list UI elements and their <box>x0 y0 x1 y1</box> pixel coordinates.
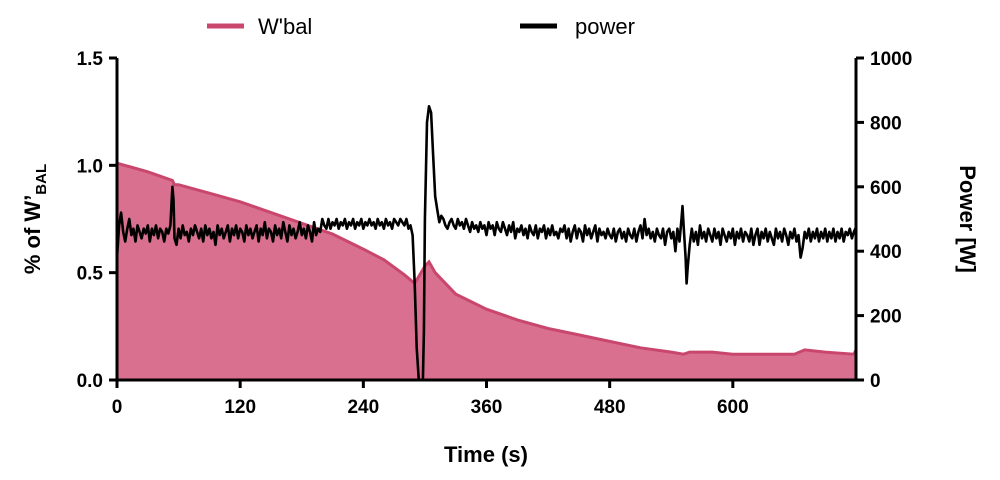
x-tick-label: 240 <box>347 397 379 418</box>
legend-label-wbal: W'bal <box>258 14 312 39</box>
x-tick-label: 0 <box>112 397 123 418</box>
y-left-tick-label: 0.5 <box>77 264 104 285</box>
x-tick-label: 480 <box>594 397 626 418</box>
wbal-line <box>116 161 858 356</box>
x-tick-label: 600 <box>717 397 749 418</box>
wbal-area <box>117 163 856 380</box>
left-axis-title: % of W’BAL <box>20 164 50 274</box>
left-axis-title-sub: BAL <box>33 164 50 195</box>
x-axis-title: Time (s) <box>444 442 528 467</box>
y-left-tick-label: 0.0 <box>77 371 103 392</box>
y-right-tick-label: 200 <box>870 307 902 328</box>
legend-label-power: power <box>575 14 635 39</box>
y-right-tick-label: 400 <box>870 242 902 263</box>
left-axis-title-main: % of W’ <box>20 195 45 274</box>
ticks: 0 120 240 360 480 600 0.0 0.5 1.0 1.5 0 200 400 600 80… <box>77 49 913 418</box>
x-tick-label: 120 <box>224 397 256 418</box>
right-axis-title: Power [W] <box>955 165 980 273</box>
legend: W'bal power <box>207 14 635 39</box>
y-right-tick-label: 800 <box>870 113 902 134</box>
power-line <box>115 105 858 382</box>
y-right-tick-label: 0 <box>870 371 881 392</box>
y-right-tick-label: 600 <box>870 178 902 199</box>
y-left-tick-label: 1.5 <box>77 49 104 70</box>
y-left-tick-label: 1.0 <box>77 156 103 177</box>
y-right-tick-label: 1000 <box>870 49 912 70</box>
x-tick-label: 360 <box>471 397 503 418</box>
